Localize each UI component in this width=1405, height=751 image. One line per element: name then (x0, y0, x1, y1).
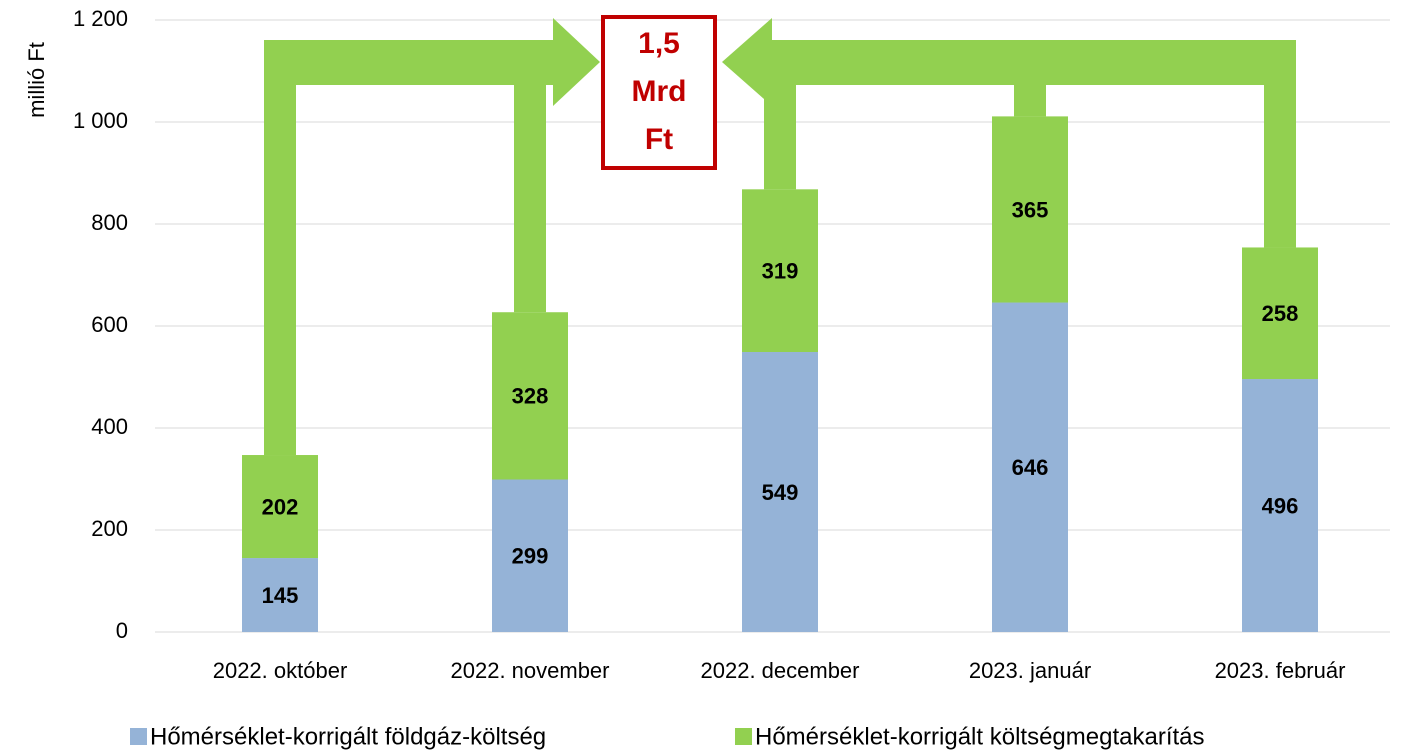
bar-segment (1242, 247, 1318, 380)
annotation: Ft (645, 123, 673, 156)
bar-segment (742, 352, 818, 632)
arrow-head (553, 18, 600, 106)
y-tick-label: 1 200 (73, 6, 128, 31)
data-label: 496 (1262, 493, 1299, 518)
bar-segment (742, 189, 818, 353)
x-tick-label: 2023. február (1215, 658, 1346, 683)
bar-segment (992, 116, 1068, 303)
arrow-stem (514, 40, 546, 313)
data-label: 328 (512, 384, 549, 409)
legend-swatch (130, 728, 147, 745)
y-tick-label: 400 (91, 414, 128, 439)
data-label: 299 (512, 544, 549, 569)
bar-segment (1242, 379, 1318, 632)
data-label: 145 (262, 583, 299, 608)
annotation-box (601, 15, 717, 170)
y-tick-label: 200 (91, 516, 128, 541)
bar-segment (492, 479, 568, 632)
annotation: Mrd (632, 75, 687, 108)
legend-label: Hőmérséklet-korrigált földgáz-költség (150, 723, 546, 750)
y-tick-label: 800 (91, 210, 128, 235)
data-label: 202 (262, 494, 299, 519)
y-axis-label: millió Ft (24, 42, 49, 118)
bar-segment (242, 558, 318, 632)
x-tick-label: 2022. december (701, 658, 860, 683)
y-tick-label: 1 000 (73, 108, 128, 133)
bar-segment (492, 312, 568, 480)
data-label: 258 (1262, 301, 1299, 326)
bar-segment (242, 455, 318, 559)
data-label: 365 (1012, 197, 1049, 222)
arrow-head (722, 18, 772, 106)
data-label: 319 (762, 258, 799, 283)
y-tick-label: 600 (91, 312, 128, 337)
bar-segment (992, 302, 1068, 632)
arrow-stem (264, 40, 296, 456)
x-tick-label: 2022. november (451, 658, 610, 683)
data-label: 646 (1012, 455, 1049, 480)
legend-label: Hőmérséklet-korrigált költségmegtakarítá… (755, 723, 1205, 750)
annotation: 1,5 (638, 27, 680, 60)
x-tick-label: 2022. október (213, 658, 348, 683)
arrow-band (264, 40, 560, 85)
data-label: 549 (762, 480, 799, 505)
y-tick-label: 0 (116, 618, 128, 643)
legend-swatch (735, 728, 752, 745)
x-tick-label: 2023. január (969, 658, 1091, 683)
arrow-band (768, 40, 1296, 85)
